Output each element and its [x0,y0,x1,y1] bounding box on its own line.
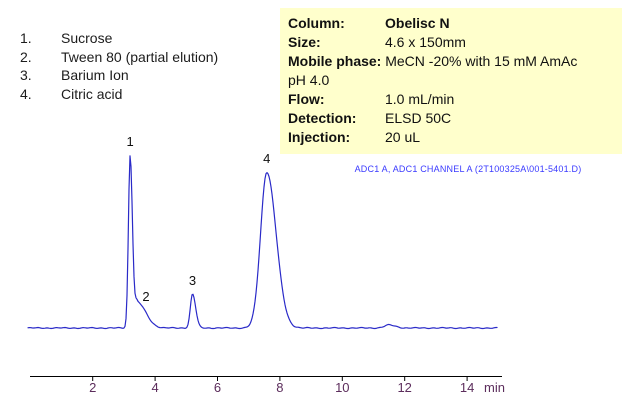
info-row-flow: Flow: 1.0 mL/min [288,90,614,109]
legend-item-number: 2. [20,48,32,65]
info-row-detection: Detection: ELSD 50C [288,109,614,128]
peak-label-4: 4 [263,151,271,166]
info-value: MeCN -20% with 15 mM AmAc pH 4.0 [288,53,578,88]
legend-item-3: 3. Barium Ion [20,66,218,85]
x-axis [30,376,502,381]
info-label: Column: [288,15,345,31]
x-tick-label-8: 8 [276,380,284,395]
info-row-mobilephase: Mobile phase: MeCN -20% with 15 mM AmAc … [288,52,580,90]
legend-item-4: 4. Citric acid [20,85,218,104]
x-tick-label-12: 12 [397,380,412,395]
info-row-size: Size: 4.6 x 150mm [288,33,614,52]
legend-item-label: Tween 80 (partial elution) [61,48,219,65]
x-tick-label-6: 6 [213,380,222,395]
info-row-column: Column: Obelisc N [288,14,614,33]
peak-label-3: 3 [188,273,197,288]
legend-item-number: 4. [20,86,32,103]
legend-item-label: Sucrose [61,30,113,46]
legend-item-number: 3. [20,67,32,84]
info-row-injection: Injection: 20 uL [288,128,614,147]
info-value: 1.0 mL/min [385,91,455,107]
info-value: Obelisc N [385,15,450,31]
legend-item-2: 2. Tween 80 (partial elution) [20,48,218,67]
info-value: 20 uL [385,129,421,145]
legend-item-number: 1. [20,30,32,46]
x-tick-label-4: 4 [151,380,159,395]
info-label: Injection: [288,129,351,145]
x-axis-unit-label: min [484,380,505,395]
legend-item-label: Citric acid [61,86,123,103]
signal-trace [27,155,498,330]
legend-item-label: Barium Ion [61,67,129,84]
info-label: Flow: [288,91,325,107]
info-value: ELSD 50C [385,110,452,126]
x-tick-label-14: 14 [459,380,475,395]
method-info-box: Column: Obelisc N Size: 4.6 x 150mm Mobile p… [280,8,622,154]
info-label: Size: [288,34,321,50]
peak-label-1: 1 [126,134,134,149]
info-label: Mobile phase: [288,53,386,69]
info-label: Detection: [288,110,357,126]
x-tick-label-10: 10 [335,380,350,395]
legend-item-1: 1. Sucrose [20,29,218,48]
info-value: 4.6 x 150mm [385,34,466,50]
x-tick-label-2: 2 [89,380,97,395]
data-file-caption: ADC1 A, ADC1 CHANNEL A (2T100325A\001-54… [354,164,582,174]
analyte-legend: 1. Sucrose 2. Tween 80 (partial elution) 3. B… [20,29,218,104]
peak-label-2: 2 [142,289,150,304]
